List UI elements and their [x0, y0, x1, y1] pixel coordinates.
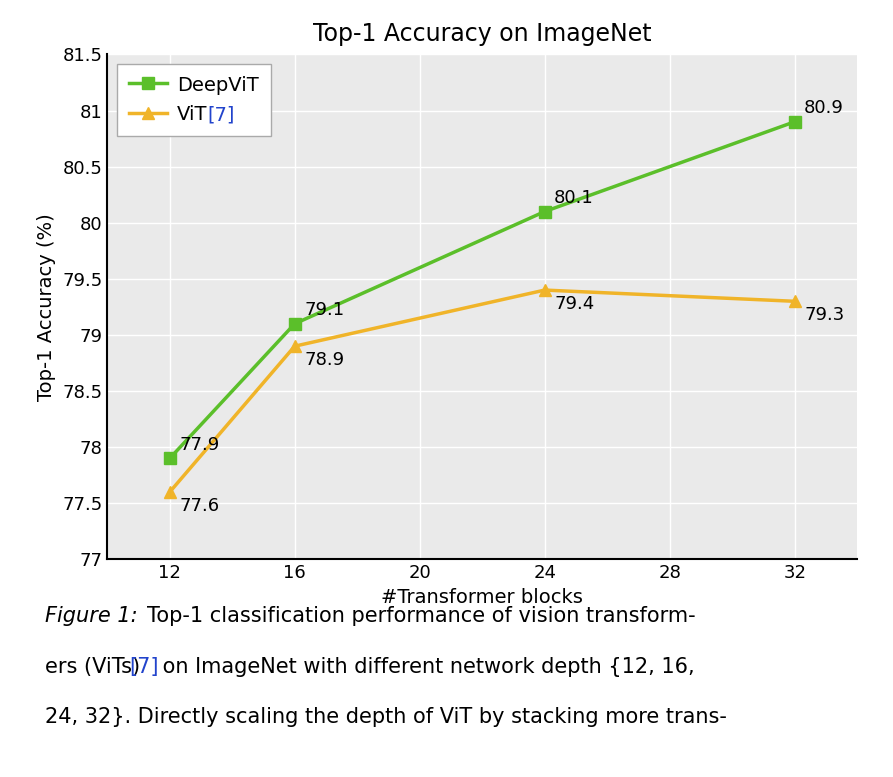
Text: 80.1: 80.1: [554, 189, 594, 207]
Title: Top-1 Accuracy on ImageNet: Top-1 Accuracy on ImageNet: [313, 22, 652, 46]
Text: Top-1 classification performance of vision transform-: Top-1 classification performance of visi…: [147, 606, 696, 626]
Text: ers (ViTs): ers (ViTs): [45, 657, 146, 677]
Legend: DeepViT, ViT: DeepViT, ViT: [117, 64, 271, 136]
Text: [7]: [7]: [129, 657, 159, 677]
Text: 79.4: 79.4: [554, 294, 595, 312]
Text: 79.3: 79.3: [804, 306, 845, 324]
X-axis label: #Transformer blocks: #Transformer blocks: [381, 588, 583, 607]
Text: 24, 32}. Directly scaling the depth of ViT by stacking more trans-: 24, 32}. Directly scaling the depth of V…: [45, 707, 727, 727]
Text: 78.9: 78.9: [304, 350, 344, 368]
Text: 79.1: 79.1: [304, 301, 344, 319]
Text: 77.9: 77.9: [179, 436, 220, 454]
Text: 77.6: 77.6: [179, 497, 219, 514]
Text: Figure 1:: Figure 1:: [45, 606, 138, 626]
Y-axis label: Top-1 Accuracy (%): Top-1 Accuracy (%): [38, 213, 56, 401]
Text: on ImageNet with different network depth {12, 16,: on ImageNet with different network depth…: [156, 657, 695, 677]
Text: 80.9: 80.9: [804, 99, 844, 117]
Text: [7]: [7]: [208, 105, 235, 124]
